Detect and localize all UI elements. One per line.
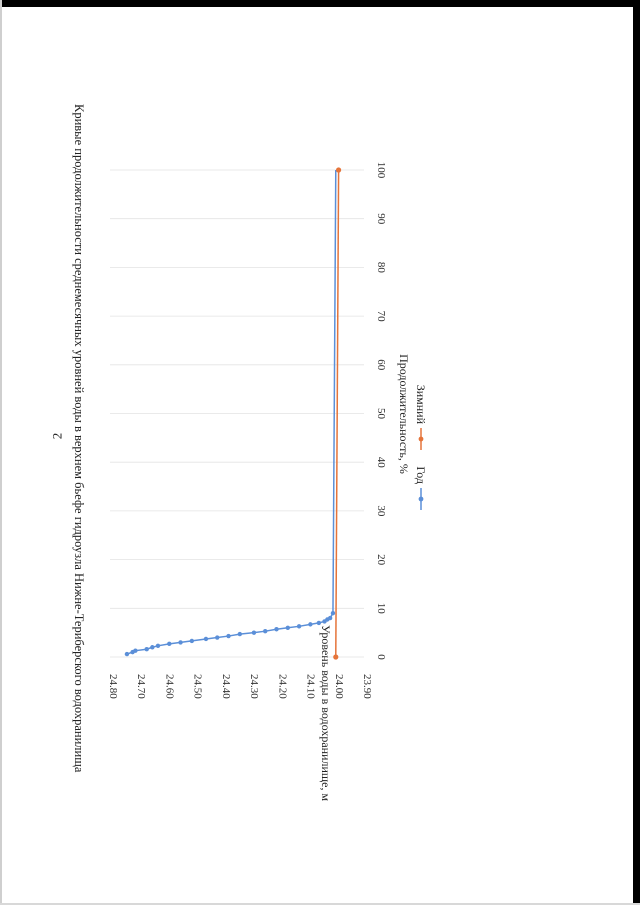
series-point xyxy=(133,648,138,653)
x-tick-label: 30 xyxy=(375,505,387,517)
x-tick-label: 10 xyxy=(375,603,387,615)
x-tick-label: 70 xyxy=(375,311,387,323)
series-point xyxy=(144,647,149,652)
series-line-0 xyxy=(126,169,337,655)
series-point xyxy=(155,643,161,648)
legend-marker-0 xyxy=(418,496,424,502)
series-point xyxy=(274,627,279,632)
series-point xyxy=(308,622,313,627)
series-point xyxy=(285,625,290,630)
x-axis-label: Продолжительность, % xyxy=(397,354,411,474)
scan-frame-bottom xyxy=(0,903,640,905)
y-tick-label: 24.10 xyxy=(305,674,317,699)
series-point xyxy=(167,641,172,647)
series-point xyxy=(178,640,183,645)
legend-label-0: Год xyxy=(414,466,428,484)
x-tick-label: 0 xyxy=(375,654,387,660)
series-point xyxy=(189,638,195,644)
series-point xyxy=(336,167,342,173)
series-point xyxy=(327,615,333,621)
y-tick-label: 24.20 xyxy=(276,674,288,699)
y-tick-label: 24.50 xyxy=(192,674,204,699)
x-tick-label: 20 xyxy=(375,554,387,566)
y-tick-label: 24.00 xyxy=(333,674,345,699)
series-point xyxy=(203,636,209,642)
series-point xyxy=(330,610,336,616)
y-tick-label: 24.70 xyxy=(135,674,147,699)
series-point xyxy=(263,628,268,634)
x-tick-label: 100 xyxy=(375,162,387,179)
series-point xyxy=(226,633,231,639)
series-point xyxy=(124,651,130,657)
y-tick-label: 23.90 xyxy=(361,674,373,699)
x-tick-label: 80 xyxy=(375,262,387,274)
series-point xyxy=(333,654,339,660)
series-point xyxy=(150,645,155,650)
legend-label-1: Зимний xyxy=(414,385,428,425)
y-tick-label: 24.80 xyxy=(107,674,119,699)
series-point xyxy=(296,624,302,629)
legend-marker-1 xyxy=(418,436,424,442)
series-point xyxy=(215,635,220,640)
x-tick-label: 50 xyxy=(375,408,387,420)
y-tick-label: 24.60 xyxy=(163,674,175,699)
x-tick-label: 40 xyxy=(375,457,387,469)
series-point xyxy=(237,631,243,637)
series-point xyxy=(251,630,257,635)
x-tick-label: 90 xyxy=(375,213,387,225)
y-tick-label: 24.40 xyxy=(220,674,232,699)
series-line-1 xyxy=(335,169,340,658)
y-tick-label: 24.30 xyxy=(248,674,260,699)
scan-frame-right xyxy=(633,0,640,905)
y-axis-label: Уровень воды в водохранилище, м xyxy=(319,625,333,802)
scan-frame-top xyxy=(0,0,640,7)
x-tick-label: 60 xyxy=(375,359,387,371)
series-point xyxy=(316,620,322,626)
scan-frame-left xyxy=(0,0,2,905)
